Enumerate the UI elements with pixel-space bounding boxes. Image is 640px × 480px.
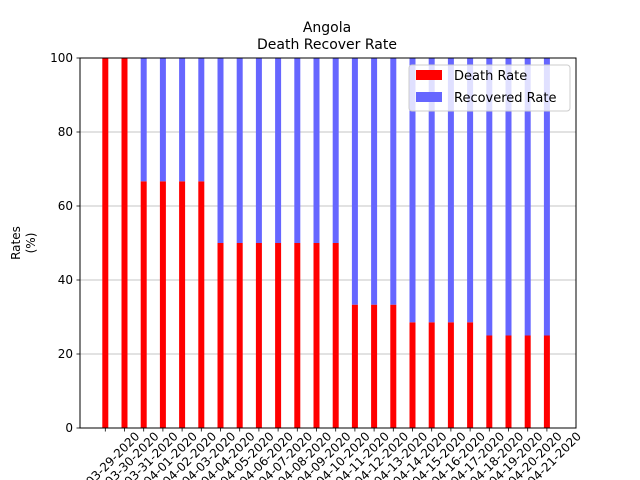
bar-death-rate <box>236 243 243 428</box>
bar-recovered-rate <box>543 58 550 336</box>
bar-recovered-rate <box>159 58 166 182</box>
legend-label: Recovered Rate <box>454 91 557 106</box>
bar-death-rate <box>313 243 320 428</box>
y-tick-label: 80 <box>58 125 73 139</box>
y-axis-label-line-2: (%) <box>24 233 38 254</box>
y-axis: 0 20 40 60 80 100 <box>50 51 80 435</box>
legend-swatch <box>416 70 442 80</box>
bar-recovered-rate <box>524 58 531 336</box>
bar-death-rate <box>351 304 358 428</box>
bar-recovered-rate <box>332 58 339 243</box>
bar-death-rate <box>505 335 512 428</box>
bar-death-rate <box>121 58 128 428</box>
bar-death-rate <box>409 322 416 428</box>
legend-label: Death Rate <box>454 69 527 84</box>
bar-death-rate <box>217 243 224 428</box>
bar-recovered-rate <box>179 58 186 182</box>
bar-recovered-rate <box>371 58 378 305</box>
bar-recovered-rate <box>467 58 474 323</box>
bar-recovered-rate <box>390 58 397 305</box>
bar-recovered-rate <box>486 58 493 336</box>
bar-death-rate <box>371 304 378 428</box>
bar-death-rate <box>447 322 454 428</box>
bar-recovered-rate <box>275 58 282 243</box>
legend-box <box>408 64 571 112</box>
y-tick-label: 40 <box>58 273 73 287</box>
legend-swatch <box>416 92 442 102</box>
bar-death-rate <box>332 243 339 428</box>
bar-death-rate <box>198 181 205 428</box>
bar-death-rate <box>255 243 262 428</box>
plot-frame <box>79 57 577 429</box>
bar-recovered-rate <box>198 58 205 182</box>
legend: Death Rate Recovered Rate <box>408 64 571 112</box>
bar-recovered-rate <box>255 58 262 243</box>
bar-recovered-rate <box>351 58 358 305</box>
bar-death-rate <box>294 243 301 428</box>
bar-death-rate <box>140 181 147 428</box>
bar-death-rate <box>467 322 474 428</box>
y-tick-label: 60 <box>58 199 73 213</box>
bar-recovered-rate <box>505 58 512 336</box>
bar-death-rate <box>275 243 282 428</box>
bar-recovered-rate <box>217 58 224 243</box>
bar-death-rate <box>428 322 435 428</box>
bar-recovered-rate <box>313 58 320 243</box>
x-axis: 03-29-202003-30-202003-31-202004-01-2020… <box>83 428 584 480</box>
bar-death-rate <box>179 181 186 428</box>
y-axis-label-line-1: Rates <box>9 226 23 260</box>
bar-death-rate <box>102 58 109 428</box>
bar-recovered-rate <box>409 58 416 323</box>
bars <box>102 58 550 428</box>
bar-death-rate <box>524 335 531 428</box>
chart-subtitle: Death Recover Rate <box>257 37 397 53</box>
bar-death-rate <box>486 335 493 428</box>
bar-recovered-rate <box>428 58 435 323</box>
chart-title: Angola <box>303 20 351 36</box>
bar-recovered-rate <box>140 58 147 182</box>
bar-recovered-rate <box>447 58 454 323</box>
bar-death-rate <box>543 335 550 428</box>
bar-recovered-rate <box>294 58 301 243</box>
y-tick-label: 100 <box>50 51 73 65</box>
bar-recovered-rate <box>236 58 243 243</box>
y-tick-label: 20 <box>58 347 73 361</box>
bar-death-rate <box>159 181 166 428</box>
y-tick-label: 0 <box>65 421 73 435</box>
bar-death-rate <box>390 304 397 428</box>
